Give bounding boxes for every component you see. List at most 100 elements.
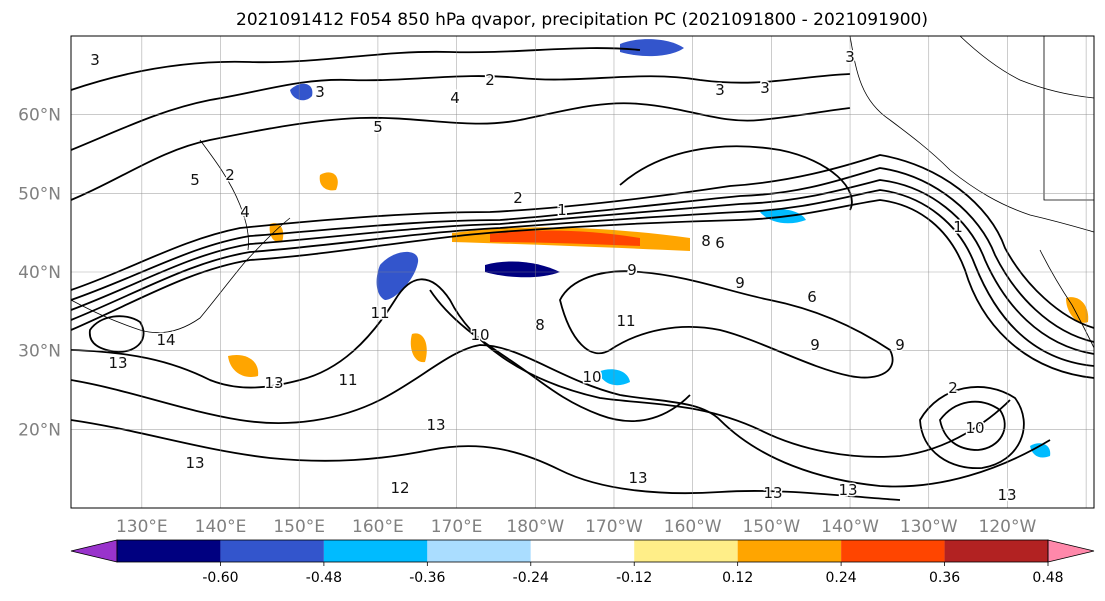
contour-label: 3 (90, 51, 100, 69)
colorbar-segment (323, 540, 428, 562)
contour-label: 8 (701, 232, 711, 250)
colorbar-frame (116, 539, 1049, 563)
colorbar-segment (427, 540, 531, 562)
contour-label: 13 (426, 416, 445, 434)
negative-anomaly-patch (290, 83, 313, 101)
colorbar-extend-high (1047, 539, 1095, 563)
latitude-label: 60°N (18, 106, 61, 126)
strong-positive-anomaly-band (490, 230, 640, 246)
colorbar-segment (117, 540, 221, 562)
contour-label: 9 (810, 336, 820, 354)
contour-label: 2 (485, 71, 495, 89)
contour-layer (70, 47, 1095, 501)
contour-label: 10 (965, 419, 984, 437)
contour-line (939, 400, 1006, 451)
contour-label: 5 (190, 171, 200, 189)
contour-label: 6 (807, 288, 817, 306)
positive-anomaly-patch (1066, 297, 1089, 323)
colorbar-segment (841, 540, 945, 562)
longitude-label: 180°W (506, 517, 564, 537)
colorbar-segment (530, 540, 635, 562)
latitude-label: 20°N (18, 420, 61, 440)
positive-anomaly-patch (410, 333, 427, 363)
contour-label: 11 (616, 312, 635, 330)
contour-label: 2 (225, 166, 235, 184)
contour-label: 3 (315, 83, 325, 101)
contour-label: 3 (715, 81, 725, 99)
latitude-label: 40°N (18, 263, 61, 283)
contour-label: 13 (628, 469, 647, 487)
colorbar-segment (944, 540, 1048, 562)
figure-title: 2021091412 F054 850 hPa qvapor, precipit… (236, 10, 928, 30)
longitude-label: 140°E (195, 517, 247, 537)
contour-label: 4 (240, 203, 250, 221)
coastlines (70, 35, 1095, 349)
longitude-label: 120°W (979, 517, 1037, 537)
contour-line (70, 179, 1095, 355)
contour-label: 14 (156, 331, 175, 349)
contour-label: 6 (715, 234, 725, 252)
contour-line (70, 199, 1095, 379)
colorbar-tick-label: -0.48 (306, 570, 342, 586)
latitude-label: 30°N (18, 342, 61, 362)
contour-label: 5 (373, 118, 383, 136)
longitude-label: 160°E (352, 517, 404, 537)
contour-label: 10 (582, 368, 601, 386)
latitude-label: 50°N (18, 184, 61, 204)
contour-line (429, 289, 691, 422)
contour-line (70, 102, 851, 201)
contour-line (70, 419, 901, 501)
contour-label: 2 (513, 189, 523, 207)
contour-line (88, 315, 145, 353)
longitude-label: 170°W (585, 517, 643, 537)
contour-label: 1 (953, 218, 963, 236)
colorbar: -0.60 -0.48 -0.36 -0.24 -0.12 0.12 0.24 0.36 0.4… (70, 539, 1095, 586)
colorbar-extend-low (70, 539, 118, 563)
longitude-label: 140°W (821, 517, 879, 537)
colorbar-tick-label: 0.12 (722, 570, 753, 586)
contour-label: 9 (895, 336, 905, 354)
colorbar-tick-label: 0.24 (826, 570, 857, 586)
contour-label: 13 (264, 374, 283, 392)
positive-anomaly-patch (228, 354, 259, 378)
negative-anomaly-patch (485, 261, 560, 278)
contour-label: 11 (338, 371, 357, 389)
latitude-labels: 60°N 50°N 40°N 30°N 20°N (18, 106, 61, 441)
negative-anomaly-patch (1030, 443, 1051, 458)
contour-label: 13 (763, 484, 782, 502)
longitude-labels: 130°E 140°E 150°E 160°E 170°E 180°W 170°W 160°W… (116, 517, 1037, 537)
contour-label: 11 (370, 304, 389, 322)
contour-line (559, 270, 894, 379)
contour-label: 13 (997, 486, 1016, 504)
contour-label: 9 (627, 261, 637, 279)
colorbar-tick-label: -0.24 (513, 570, 549, 586)
longitude-label: 170°E (431, 517, 483, 537)
coastline (959, 35, 1095, 99)
contour-label: 4 (450, 89, 460, 107)
colorbar-tick-label: -0.60 (202, 570, 238, 586)
contour-line (919, 386, 1025, 469)
colorbar-tick-label: 0.48 (1032, 570, 1063, 586)
colorbar-tick-label: -0.12 (616, 570, 652, 586)
longitude-label: 150°E (273, 517, 325, 537)
contour-line (70, 73, 851, 151)
contour-label: 3 (760, 79, 770, 97)
map-frame (70, 35, 1095, 509)
contour-label: 13 (108, 354, 127, 372)
longitude-label: 130°W (900, 517, 958, 537)
longitude-label: 160°W (664, 517, 722, 537)
colorbar-segment (634, 540, 738, 562)
contour-label: 8 (535, 316, 545, 334)
graticule (71, 35, 1094, 508)
positive-anomaly-patch (319, 172, 338, 191)
positive-anomaly-patch (269, 223, 284, 243)
longitude-label: 150°W (742, 517, 800, 537)
negative-anomaly-patch (376, 251, 419, 300)
contour-line (70, 47, 641, 91)
contour-label: 1 (557, 201, 567, 219)
contour-line (70, 278, 1011, 458)
contour-label: 10 (470, 326, 489, 344)
contour-label: 9 (735, 274, 745, 292)
colorbar-segment (737, 540, 842, 562)
